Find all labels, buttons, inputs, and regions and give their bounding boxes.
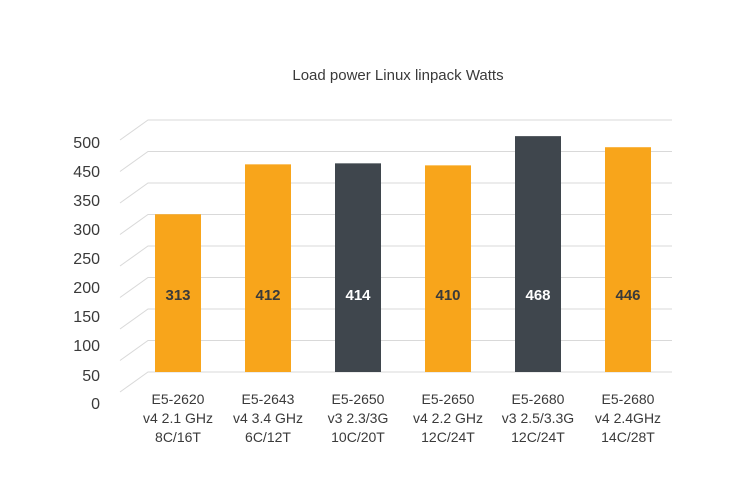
gridline	[119, 277, 672, 298]
x-category-label: v3 2.5/3.3G	[502, 410, 574, 426]
bar	[335, 163, 381, 372]
gridlines	[119, 119, 672, 393]
data-label: 446	[615, 287, 640, 304]
data-label: 313	[165, 287, 190, 304]
x-category-label: E5-2680	[512, 391, 565, 407]
x-category-label: E5-2643	[242, 391, 295, 407]
y-tick-label: 150	[73, 309, 100, 326]
y-tick-label: 500	[73, 135, 100, 152]
y-tick-label: 50	[82, 368, 100, 385]
x-category-label: 6C/12T	[245, 429, 291, 445]
y-tick-label: 300	[73, 222, 100, 239]
y-tick-label: 350	[73, 193, 100, 210]
chart-title: Load power Linux linpack Watts	[292, 67, 503, 84]
gridline	[119, 151, 672, 172]
y-tick-label: 100	[73, 338, 100, 355]
x-category-label: 10C/20T	[331, 429, 385, 445]
x-category-label: v4 2.1 GHz	[143, 410, 213, 426]
gridline	[119, 340, 672, 361]
x-axis-categories: E5-2620 v4 2.1 GHz 8C/16T E5-2643 v4 3.4 GHz…	[143, 391, 661, 445]
x-category-label: v4 2.4GHz	[595, 410, 661, 426]
data-label: 410	[435, 287, 460, 304]
gridline	[119, 308, 672, 330]
y-tick-label: 450	[73, 164, 100, 181]
gridline	[119, 245, 672, 267]
data-label: 468	[525, 287, 550, 304]
data-labels: 313 412 414 410 468 446	[165, 287, 640, 304]
x-category-label: 14C/28T	[601, 429, 655, 445]
gridline	[119, 119, 672, 141]
bars	[155, 136, 651, 372]
x-category-label: E5-2650	[332, 391, 385, 407]
x-category-label: 12C/24T	[511, 429, 565, 445]
data-label: 414	[345, 287, 371, 304]
bar	[425, 165, 471, 372]
bar	[605, 147, 651, 372]
x-category-label: 12C/24T	[421, 429, 475, 445]
bar	[515, 136, 561, 372]
x-category-label: v3 2.3/3G	[328, 410, 389, 426]
x-category-label: E5-2680	[602, 391, 655, 407]
bar	[245, 164, 291, 372]
gridline	[119, 214, 672, 235]
bar	[155, 214, 201, 372]
x-category-label: v4 3.4 GHz	[233, 410, 303, 426]
x-category-label: E5-2620	[152, 391, 205, 407]
x-category-label: v4 2.2 GHz	[413, 410, 483, 426]
data-label: 412	[255, 287, 280, 304]
y-axis-ticks: 0 50 100 150 200 250 300 350 450 500	[73, 135, 100, 413]
x-category-label: E5-2650	[422, 391, 475, 407]
y-tick-label: 250	[73, 251, 100, 268]
x-category-label: 8C/16T	[155, 429, 201, 445]
y-tick-label: 0	[91, 396, 100, 413]
y-tick-label: 200	[73, 280, 100, 297]
gridline	[119, 371, 672, 393]
gridline	[119, 182, 672, 204]
